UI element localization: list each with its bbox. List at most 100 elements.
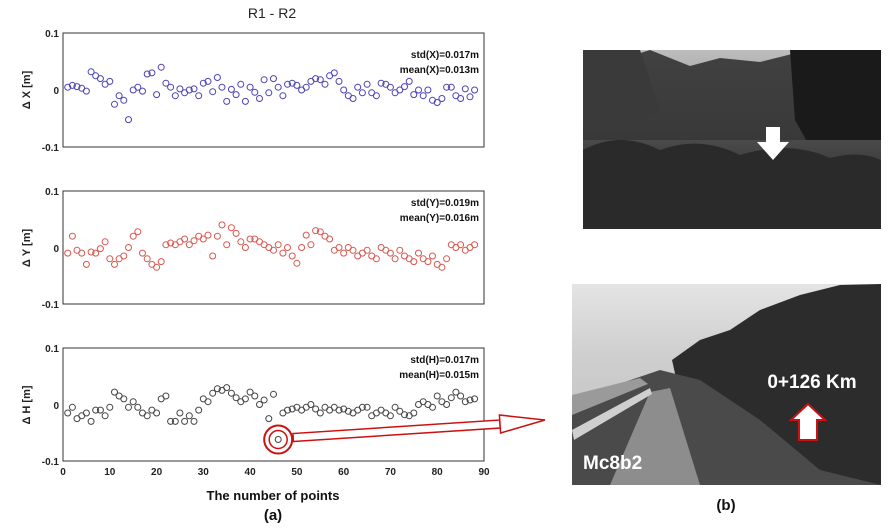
point-dx-2: [68, 81, 76, 89]
outlier-highlight: [263, 414, 546, 455]
photo-road-path: [610, 388, 700, 485]
point-dy-85: [457, 241, 465, 249]
panel-dx: Δ X [m] 0.1 0 -0.1 std(X)=0.017m mean(X)…: [21, 29, 485, 154]
point-dy-2: [68, 232, 76, 240]
photo-forest-bushes: [583, 140, 881, 229]
point-dy-16: [134, 228, 142, 236]
stat-std-dh: std(H)=0.017m: [410, 355, 479, 366]
point-dx-3: [73, 83, 81, 91]
chart-title: R1 - R2: [248, 5, 296, 21]
point-dh-11: [111, 388, 118, 396]
point-dx-45: [270, 75, 277, 83]
y-axis-label-dh: Δ H [m]: [21, 385, 33, 424]
point-dy-22: [162, 241, 170, 249]
point-dh-23: [167, 417, 175, 425]
point-dy-27: [185, 241, 193, 249]
point-dy-28: [190, 237, 198, 245]
point-dx-35: [223, 97, 231, 105]
y-tick-mid-dx: 0: [53, 86, 59, 97]
point-dy-39: [241, 244, 249, 251]
photo-road-guardrail: [572, 388, 652, 440]
point-dy-32: [209, 252, 217, 260]
y-tick-mid-dh: 0: [53, 401, 59, 412]
point-dx-43: [260, 76, 268, 84]
point-dx-68: [377, 79, 385, 87]
panel-b-label: (b): [716, 497, 735, 514]
point-dx-8: [96, 75, 104, 83]
point-dx-63: [354, 83, 362, 91]
point-dx-17: [139, 87, 146, 95]
point-dh-41: [251, 392, 259, 400]
point-dy-40: [246, 235, 254, 243]
photo-forest: [583, 50, 881, 229]
point-dy-35: [223, 241, 231, 249]
point-dx-38: [237, 80, 245, 88]
photo-road-highway: [572, 378, 648, 415]
point-dy-33: [213, 232, 221, 240]
point-dy-55: [316, 228, 324, 236]
point-dy-15: [129, 232, 137, 240]
point-dy-65: [363, 246, 371, 254]
point-dx-19: [148, 69, 156, 77]
point-dh-44: [265, 415, 273, 423]
point-dy-57: [326, 235, 334, 243]
point-dy-7: [92, 249, 100, 257]
y-tick-bot-dx: -0.1: [42, 143, 60, 154]
x-tick-90: 90: [478, 467, 490, 478]
point-dh-5: [82, 409, 90, 417]
point-dx-47: [279, 92, 287, 100]
point-dx-56: [321, 80, 329, 88]
point-dh-53: [307, 401, 315, 408]
point-dy-75: [410, 258, 418, 266]
point-dh-64: [358, 403, 366, 411]
point-dh-88: [471, 395, 479, 403]
y-axis-label-dx: Δ X [m]: [21, 70, 33, 109]
point-dy-30: [199, 235, 207, 243]
point-dx-18: [143, 70, 151, 78]
point-dy-26: [181, 235, 189, 243]
point-dy-1: [64, 249, 72, 257]
point-dy-50: [293, 259, 301, 267]
point-dx-39: [241, 97, 249, 105]
point-dy-46: [274, 241, 282, 249]
point-dx-75: [410, 91, 418, 99]
point-dx-64: [358, 89, 366, 97]
point-dh-45: [270, 390, 277, 398]
stat-mean-dy: mean(Y)=0.016m: [400, 213, 479, 224]
point-dy-38: [237, 238, 245, 246]
point-dx-16: [134, 83, 142, 91]
point-dx-70: [386, 83, 394, 91]
stat-std-dy: std(Y)=0.019m: [411, 198, 479, 209]
point-dx-80: [433, 99, 441, 106]
point-dh-42: [256, 401, 263, 408]
point-dx-10: [106, 77, 114, 85]
point-dh-14: [125, 403, 132, 411]
point-dh-85: [457, 392, 465, 400]
point-dh-6: [87, 417, 95, 425]
point-dh-87: [466, 396, 474, 404]
point-dy-49: [288, 252, 296, 260]
y-tick-top-dy: 0.1: [45, 187, 59, 198]
point-dh-10: [106, 403, 114, 411]
point-dy-81: [438, 263, 446, 271]
point-dy-31: [204, 231, 212, 239]
point-dx-37: [232, 91, 240, 99]
point-dy-88: [471, 241, 479, 249]
point-dy-34: [218, 221, 226, 229]
point-dx-5: [82, 87, 90, 95]
point-dy-5: [82, 260, 90, 268]
point-dh-9: [101, 412, 109, 420]
point-dx-32: [209, 88, 217, 96]
stat-mean-dx: mean(X)=0.013m: [400, 65, 479, 76]
point-dy-21: [157, 258, 165, 266]
point-dh-72: [396, 407, 404, 415]
point-dx-65: [363, 80, 371, 88]
point-dh-37: [232, 394, 240, 402]
point-dx-62: [349, 95, 357, 102]
point-dx-11: [111, 100, 118, 108]
point-dh-36: [227, 389, 235, 397]
point-dx-87: [466, 93, 474, 101]
point-dh-2: [68, 403, 76, 411]
x-tick-30: 30: [198, 467, 210, 478]
stat-std-dx: std(X)=0.017m: [411, 50, 479, 61]
